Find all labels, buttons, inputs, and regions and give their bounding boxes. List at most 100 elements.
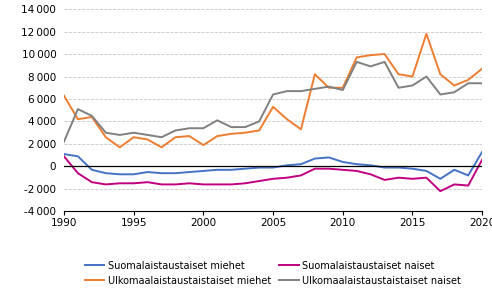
Suomalaistaustaiset naiset	[117, 182, 123, 185]
Ulkomaalaistaustaistaiset naiset	[382, 60, 388, 64]
Suomalaistaustaiset miehet	[284, 163, 290, 167]
Ulkomaalaistaustaistaiset miehet	[451, 84, 457, 87]
Ulkomaalaistaustaistaiset miehet	[437, 72, 443, 76]
Line: Suomalaistaustaiset miehet: Suomalaistaustaiset miehet	[64, 152, 482, 179]
Suomalaistaustaiset naiset	[158, 183, 164, 186]
Ulkomaalaistaustaistaiset naiset	[242, 125, 248, 129]
Suomalaistaustaiset naiset	[186, 182, 192, 185]
Ulkomaalaistaustaistaiset miehet	[368, 53, 373, 57]
Suomalaistaustaiset naiset	[173, 183, 179, 186]
Ulkomaalaistaustaistaiset miehet	[409, 75, 415, 78]
Ulkomaalaistaustaistaiset naiset	[186, 127, 192, 130]
Ulkomaalaistaustaistaiset naiset	[270, 93, 276, 96]
Suomalaistaustaiset miehet	[312, 157, 318, 160]
Ulkomaalaistaustaistaiset miehet	[186, 134, 192, 138]
Ulkomaalaistaustaistaiset naiset	[409, 84, 415, 87]
Ulkomaalaistaustaistaiset naiset	[424, 75, 430, 78]
Suomalaistaustaiset naiset	[409, 177, 415, 181]
Ulkomaalaistaustaistaiset naiset	[256, 120, 262, 123]
Suomalaistaustaiset miehet	[215, 168, 220, 172]
Ulkomaalaistaustaistaiset naiset	[284, 89, 290, 93]
Suomalaistaustaiset naiset	[340, 168, 346, 172]
Suomalaistaustaiset naiset	[479, 158, 485, 162]
Legend: Suomalaistaustaiset miehet, Ulkomaalaistaustaistaiset miehet, Suomalaistaustaise: Suomalaistaustaiset miehet, Ulkomaalaist…	[85, 261, 461, 286]
Ulkomaalaistaustaistaiset miehet	[103, 135, 109, 139]
Ulkomaalaistaustaistaiset naiset	[200, 127, 206, 130]
Suomalaistaustaiset miehet	[131, 172, 137, 176]
Suomalaistaustaiset naiset	[368, 172, 373, 176]
Ulkomaalaistaustaistaiset miehet	[479, 67, 485, 70]
Ulkomaalaistaustaistaiset miehet	[158, 146, 164, 149]
Suomalaistaustaiset miehet	[158, 171, 164, 175]
Ulkomaalaistaustaistaiset naiset	[368, 65, 373, 68]
Suomalaistaustaiset miehet	[479, 150, 485, 154]
Ulkomaalaistaustaistaiset naiset	[298, 89, 304, 93]
Ulkomaalaistaustaistaiset naiset	[103, 131, 109, 134]
Ulkomaalaistaustaistaiset miehet	[173, 135, 179, 139]
Suomalaistaustaiset miehet	[242, 167, 248, 171]
Ulkomaalaistaustaistaiset naiset	[451, 90, 457, 94]
Ulkomaalaistaustaistaiset miehet	[354, 56, 360, 59]
Ulkomaalaistaustaistaiset miehet	[424, 32, 430, 36]
Line: Ulkomaalaistaustaistaiset miehet: Ulkomaalaistaustaistaiset miehet	[64, 34, 482, 147]
Ulkomaalaistaustaistaiset miehet	[117, 146, 123, 149]
Ulkomaalaistaustaistaiset naiset	[437, 93, 443, 96]
Ulkomaalaistaustaistaiset miehet	[242, 131, 248, 134]
Suomalaistaustaiset naiset	[437, 189, 443, 193]
Suomalaistaustaiset miehet	[382, 166, 388, 169]
Ulkomaalaistaustaistaiset naiset	[396, 86, 401, 90]
Suomalaistaustaiset miehet	[103, 171, 109, 175]
Suomalaistaustaiset naiset	[103, 183, 109, 186]
Suomalaistaustaiset naiset	[215, 183, 220, 186]
Suomalaistaustaiset miehet	[173, 171, 179, 175]
Suomalaistaustaiset miehet	[396, 166, 401, 169]
Ulkomaalaistaustaistaiset naiset	[479, 82, 485, 85]
Ulkomaalaistaustaistaiset miehet	[465, 78, 471, 82]
Suomalaistaustaiset naiset	[284, 176, 290, 179]
Suomalaistaustaiset naiset	[242, 182, 248, 185]
Suomalaistaustaiset naiset	[200, 183, 206, 186]
Ulkomaalaistaustaistaiset miehet	[312, 72, 318, 76]
Ulkomaalaistaustaistaiset miehet	[256, 129, 262, 132]
Suomalaistaustaiset miehet	[340, 160, 346, 164]
Suomalaistaustaiset naiset	[131, 182, 137, 185]
Suomalaistaustaiset miehet	[61, 152, 67, 156]
Ulkomaalaistaustaistaiset naiset	[312, 87, 318, 91]
Ulkomaalaistaustaistaiset miehet	[131, 135, 137, 139]
Ulkomaalaistaustaistaiset miehet	[215, 134, 220, 138]
Suomalaistaustaiset naiset	[465, 184, 471, 187]
Ulkomaalaistaustaistaiset naiset	[173, 129, 179, 132]
Ulkomaalaistaustaistaiset miehet	[89, 115, 95, 119]
Suomalaistaustaiset naiset	[61, 155, 67, 158]
Ulkomaalaistaustaistaiset naiset	[215, 118, 220, 122]
Ulkomaalaistaustaistaiset miehet	[145, 138, 151, 141]
Ulkomaalaistaustaistaiset naiset	[131, 131, 137, 134]
Suomalaistaustaiset miehet	[200, 169, 206, 173]
Suomalaistaustaiset naiset	[396, 176, 401, 179]
Ulkomaalaistaustaistaiset miehet	[200, 143, 206, 147]
Ulkomaalaistaustaistaiset miehet	[396, 72, 401, 76]
Suomalaistaustaiset miehet	[326, 156, 332, 159]
Suomalaistaustaiset naiset	[326, 167, 332, 171]
Line: Ulkomaalaistaustaistaiset naiset: Ulkomaalaistaustaistaiset naiset	[64, 62, 482, 142]
Ulkomaalaistaustaistaiset miehet	[340, 86, 346, 90]
Ulkomaalaistaustaistaiset miehet	[61, 94, 67, 98]
Suomalaistaustaiset miehet	[117, 172, 123, 176]
Ulkomaalaistaustaistaiset naiset	[326, 85, 332, 88]
Ulkomaalaistaustaistaiset naiset	[228, 125, 234, 129]
Suomalaistaustaiset miehet	[451, 168, 457, 172]
Suomalaistaustaiset miehet	[75, 155, 81, 158]
Ulkomaalaistaustaistaiset naiset	[354, 60, 360, 64]
Suomalaistaustaiset miehet	[256, 166, 262, 169]
Ulkomaalaistaustaistaiset miehet	[270, 105, 276, 109]
Suomalaistaustaiset miehet	[354, 162, 360, 166]
Ulkomaalaistaustaistaiset naiset	[75, 107, 81, 111]
Suomalaistaustaiset naiset	[145, 180, 151, 184]
Suomalaistaustaiset naiset	[270, 177, 276, 181]
Suomalaistaustaiset naiset	[312, 167, 318, 171]
Suomalaistaustaiset naiset	[298, 174, 304, 177]
Ulkomaalaistaustaistaiset naiset	[158, 135, 164, 139]
Suomalaistaustaiset naiset	[256, 179, 262, 183]
Suomalaistaustaiset miehet	[186, 170, 192, 174]
Suomalaistaustaiset miehet	[298, 162, 304, 166]
